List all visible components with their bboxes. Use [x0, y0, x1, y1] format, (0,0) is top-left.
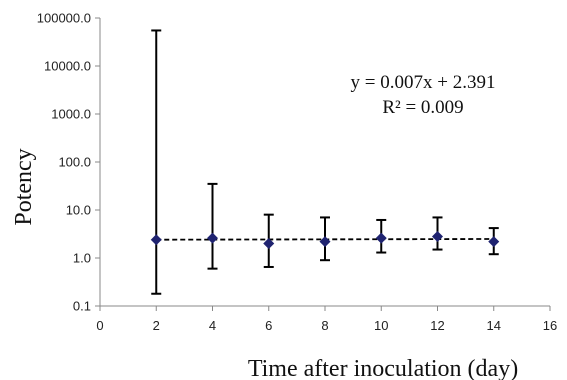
x-tick-label: 10	[374, 318, 388, 333]
data-point	[207, 232, 218, 244]
y-tick-label: 1.0	[73, 251, 91, 266]
data-point	[432, 231, 443, 243]
y-tick-label: 10000.0	[44, 59, 91, 74]
x-tick-label: 12	[430, 318, 444, 333]
data-point	[263, 238, 275, 250]
tick-layer: 0.1 1.0 10.0 100.0 1000.0 10000.0 100000.0 0 2 4 6…	[37, 11, 557, 334]
x-tick-label: 0	[96, 318, 103, 333]
x-axis-title: Time after inoculation (day)	[248, 356, 518, 380]
data-point	[319, 236, 331, 248]
y-axis-title: Potency	[11, 148, 37, 225]
y-tick-label: 100.0	[58, 155, 91, 170]
y-tick-label: 10.0	[66, 203, 91, 218]
data-point	[375, 232, 387, 244]
x-tick-label: 8	[321, 318, 328, 333]
x-tick-label: 2	[153, 318, 160, 333]
y-tick-label: 1000.0	[51, 107, 91, 122]
error-bar-layer	[151, 29, 499, 295]
y-tick-label: 0.1	[73, 299, 91, 314]
x-tick-label: 4	[209, 318, 216, 333]
x-tick-label: 14	[487, 318, 501, 333]
x-tick-label: 6	[265, 318, 272, 333]
y-tick-label: 100000.0	[37, 11, 91, 26]
trendline-equation: y = 0.007x + 2.391	[351, 72, 496, 93]
x-tick-label: 16	[543, 318, 557, 333]
data-point	[150, 234, 162, 246]
r-squared-label: R² = 0.009	[382, 97, 463, 118]
data-point	[488, 236, 500, 248]
point-layer	[150, 231, 500, 250]
